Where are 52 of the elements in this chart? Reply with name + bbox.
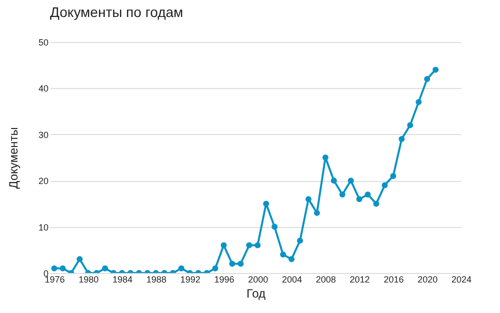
point [373,200,380,207]
point [229,260,236,267]
point [407,122,414,128]
point [322,154,328,160]
y-tick-label: 30 [38,130,48,140]
point [102,265,108,272]
x-tick-label: 2000 [248,274,268,284]
y-tick-label: 20 [38,176,48,186]
y-tick-label: 10 [38,222,48,232]
point [398,136,405,142]
x-tick-label: 1996 [214,274,234,284]
point [60,265,66,272]
point [348,178,354,184]
point [356,196,362,202]
point [390,172,396,179]
point [416,99,422,106]
point [76,256,83,262]
chart-title: Документы по годам [50,4,184,20]
point [238,260,244,267]
point [432,66,439,73]
point [296,238,303,244]
x-tick-label: 2008 [316,274,336,284]
x-tick-label: 1992 [180,274,200,284]
y-tick-label: 50 [38,38,48,48]
point [339,191,346,198]
point [263,200,270,207]
x-tick-label: 2020 [418,274,438,284]
x-tick-label: 2016 [384,274,404,284]
point [254,242,261,248]
y-tick-label: 40 [38,84,48,94]
x-tick-label: 2024 [451,274,472,284]
point [212,265,218,272]
point [314,210,320,216]
x-tick-label: 2012 [350,274,370,284]
point [288,256,295,262]
point [178,265,184,272]
x-tick-label: 1984 [112,274,133,284]
x-tick-label: 1980 [78,274,99,284]
y-axis-title: Документы [6,127,20,189]
point [382,182,388,188]
point [305,196,312,202]
point [364,191,371,198]
point [424,76,430,82]
x-axis-title: Год [246,286,266,300]
x-tick-label: 2004 [282,274,302,284]
point [272,224,278,230]
point [330,178,337,184]
point [51,265,58,272]
x-tick-label: 1988 [146,274,166,284]
point [220,242,227,248]
point [246,242,252,248]
point [280,252,286,258]
